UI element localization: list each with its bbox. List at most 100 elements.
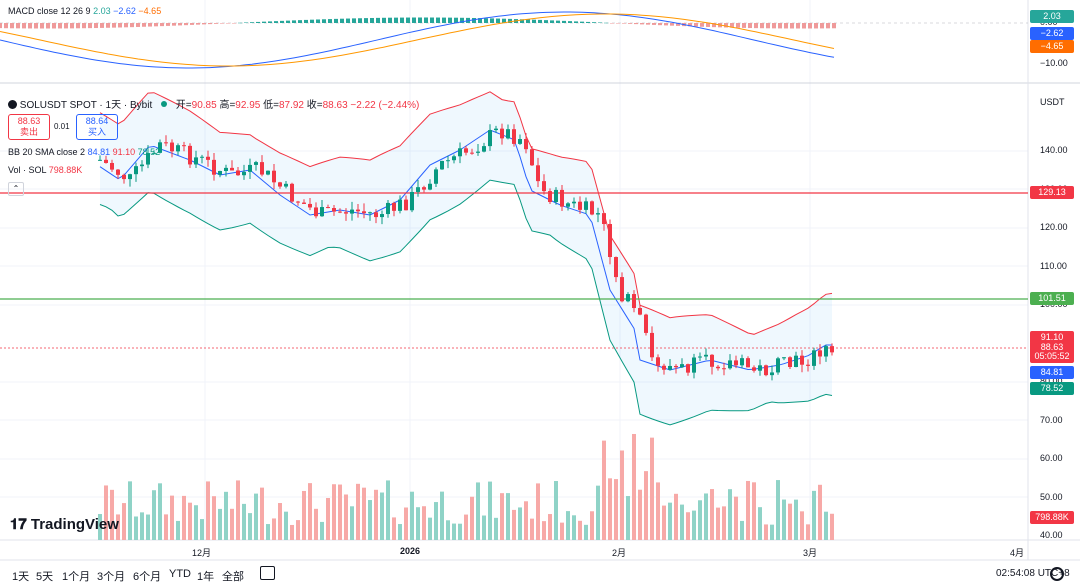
candle xyxy=(362,211,366,214)
volume-bar xyxy=(146,514,150,540)
timeframe-button[interactable]: 5天 xyxy=(36,571,54,583)
macd-histogram-bar xyxy=(748,23,752,29)
price-tag: 84.81 xyxy=(1030,366,1074,379)
buy-button[interactable]: 88.64 买入 xyxy=(76,114,118,140)
volume-bar xyxy=(122,503,126,540)
timeframe-button[interactable]: 1年 xyxy=(197,571,215,583)
candle xyxy=(392,202,396,211)
volume-bar xyxy=(200,519,204,540)
macd-histogram-bar xyxy=(484,18,488,23)
candle xyxy=(98,159,102,161)
candle xyxy=(350,209,354,214)
settings-gear-icon[interactable] xyxy=(1050,567,1064,581)
candle xyxy=(236,170,240,176)
timeframe-button[interactable]: 1个月 xyxy=(62,571,91,583)
volume-bar xyxy=(770,524,774,540)
volume-bar xyxy=(362,487,366,540)
macd-histogram-bar xyxy=(460,17,464,23)
volume-bar xyxy=(548,514,552,540)
price-tag: 91.10 xyxy=(1030,331,1074,344)
macd-histogram-bar xyxy=(262,21,266,23)
volume-bar xyxy=(602,440,606,540)
candle xyxy=(290,183,294,202)
volume-bar xyxy=(128,481,132,540)
candle xyxy=(776,358,780,373)
price-tag: 798.88K xyxy=(1030,511,1074,524)
volume-bar xyxy=(392,517,396,540)
macd-histogram-bar xyxy=(244,22,248,23)
timeframe-button[interactable]: 1天 xyxy=(12,571,30,583)
macd-histogram-bar xyxy=(628,23,632,24)
timeframe-button[interactable]: 全部 xyxy=(222,571,244,583)
macd-histogram-bar xyxy=(160,23,164,27)
candle xyxy=(470,152,474,154)
candle xyxy=(212,159,216,175)
price-axis-label: 40.00 xyxy=(1040,530,1063,540)
price-tag: 78.52 xyxy=(1030,382,1074,395)
timeframe-button[interactable]: 6个月 xyxy=(133,571,162,583)
candle xyxy=(452,156,456,161)
date-range-icon[interactable] xyxy=(260,566,275,580)
macd-histogram-bar xyxy=(382,17,386,23)
volume-bar xyxy=(566,511,570,540)
macd-histogram-bar xyxy=(124,23,128,28)
macd-value-3: −4.65 xyxy=(138,6,162,16)
macd-histogram-bar xyxy=(706,23,710,27)
macd-histogram-bar xyxy=(664,23,668,26)
macd-histogram-bar xyxy=(274,21,278,23)
volume-bar xyxy=(776,480,780,540)
macd-histogram-bar xyxy=(712,23,716,28)
candle xyxy=(458,148,462,157)
volume-bar xyxy=(584,524,588,540)
volume-bar xyxy=(110,489,114,540)
candle xyxy=(356,209,360,212)
volume-bar xyxy=(476,482,480,540)
volume-bar xyxy=(470,496,474,540)
volume-bar xyxy=(170,495,174,540)
macd-histogram-bar xyxy=(142,23,146,27)
macd-histogram-bar xyxy=(370,17,374,23)
vol-legend[interactable]: Vol · SOL 798.88K xyxy=(8,165,82,175)
volume-bar xyxy=(368,500,372,540)
sell-button[interactable]: 88.63 卖出 xyxy=(8,114,50,140)
candle xyxy=(104,159,108,163)
candle xyxy=(704,354,708,357)
clock[interactable]: 02:54:08 UTC+8 xyxy=(996,568,1070,579)
macd-params: close 12 26 9 xyxy=(37,6,91,16)
candle xyxy=(554,189,558,202)
macd-histogram-bar xyxy=(784,23,788,29)
macd-histogram-bar xyxy=(16,23,20,29)
macd-histogram-bar xyxy=(742,23,746,28)
volume-bar xyxy=(698,500,702,540)
bb-value-3: 78.52 xyxy=(137,147,161,157)
volume-bar xyxy=(626,496,630,540)
volume-bar xyxy=(356,483,360,540)
currency-label[interactable]: USDT xyxy=(1040,97,1065,107)
candle xyxy=(446,160,450,162)
candle xyxy=(692,357,696,373)
volume-bar xyxy=(764,524,768,540)
macd-histogram-bar xyxy=(328,19,332,23)
candle xyxy=(728,360,732,369)
macd-histogram-bar xyxy=(646,23,650,25)
volume-bar xyxy=(446,520,450,540)
candle xyxy=(116,169,120,175)
symbol-header[interactable]: SOLUSDT SPOT · 1天 · Bybit 开=90.85 高=92.9… xyxy=(8,96,419,111)
volume-bar xyxy=(830,513,834,540)
volume-bar xyxy=(758,507,762,540)
volume-bar xyxy=(452,523,456,540)
candle xyxy=(488,130,492,147)
collapse-legend-button[interactable]: ⌃ xyxy=(8,182,24,196)
volume-bar xyxy=(512,509,516,540)
bb-legend[interactable]: BB 20 SMA close 2 84.81 91.10 78.52 xyxy=(8,147,160,157)
volume-bar xyxy=(524,501,528,540)
ohlc-high: 高=92.95 xyxy=(219,100,261,111)
candle xyxy=(800,355,804,365)
macd-histogram-bar xyxy=(820,23,824,29)
macd-histogram-bar xyxy=(148,23,152,27)
macd-legend[interactable]: MACD close 12 26 9 2.03 −2.62 −4.65 xyxy=(8,6,161,16)
price-axis-label: 80.00 xyxy=(1040,376,1063,386)
timeframe-button[interactable]: YTD xyxy=(169,568,191,580)
timeframe-button[interactable]: 3个月 xyxy=(97,571,126,583)
